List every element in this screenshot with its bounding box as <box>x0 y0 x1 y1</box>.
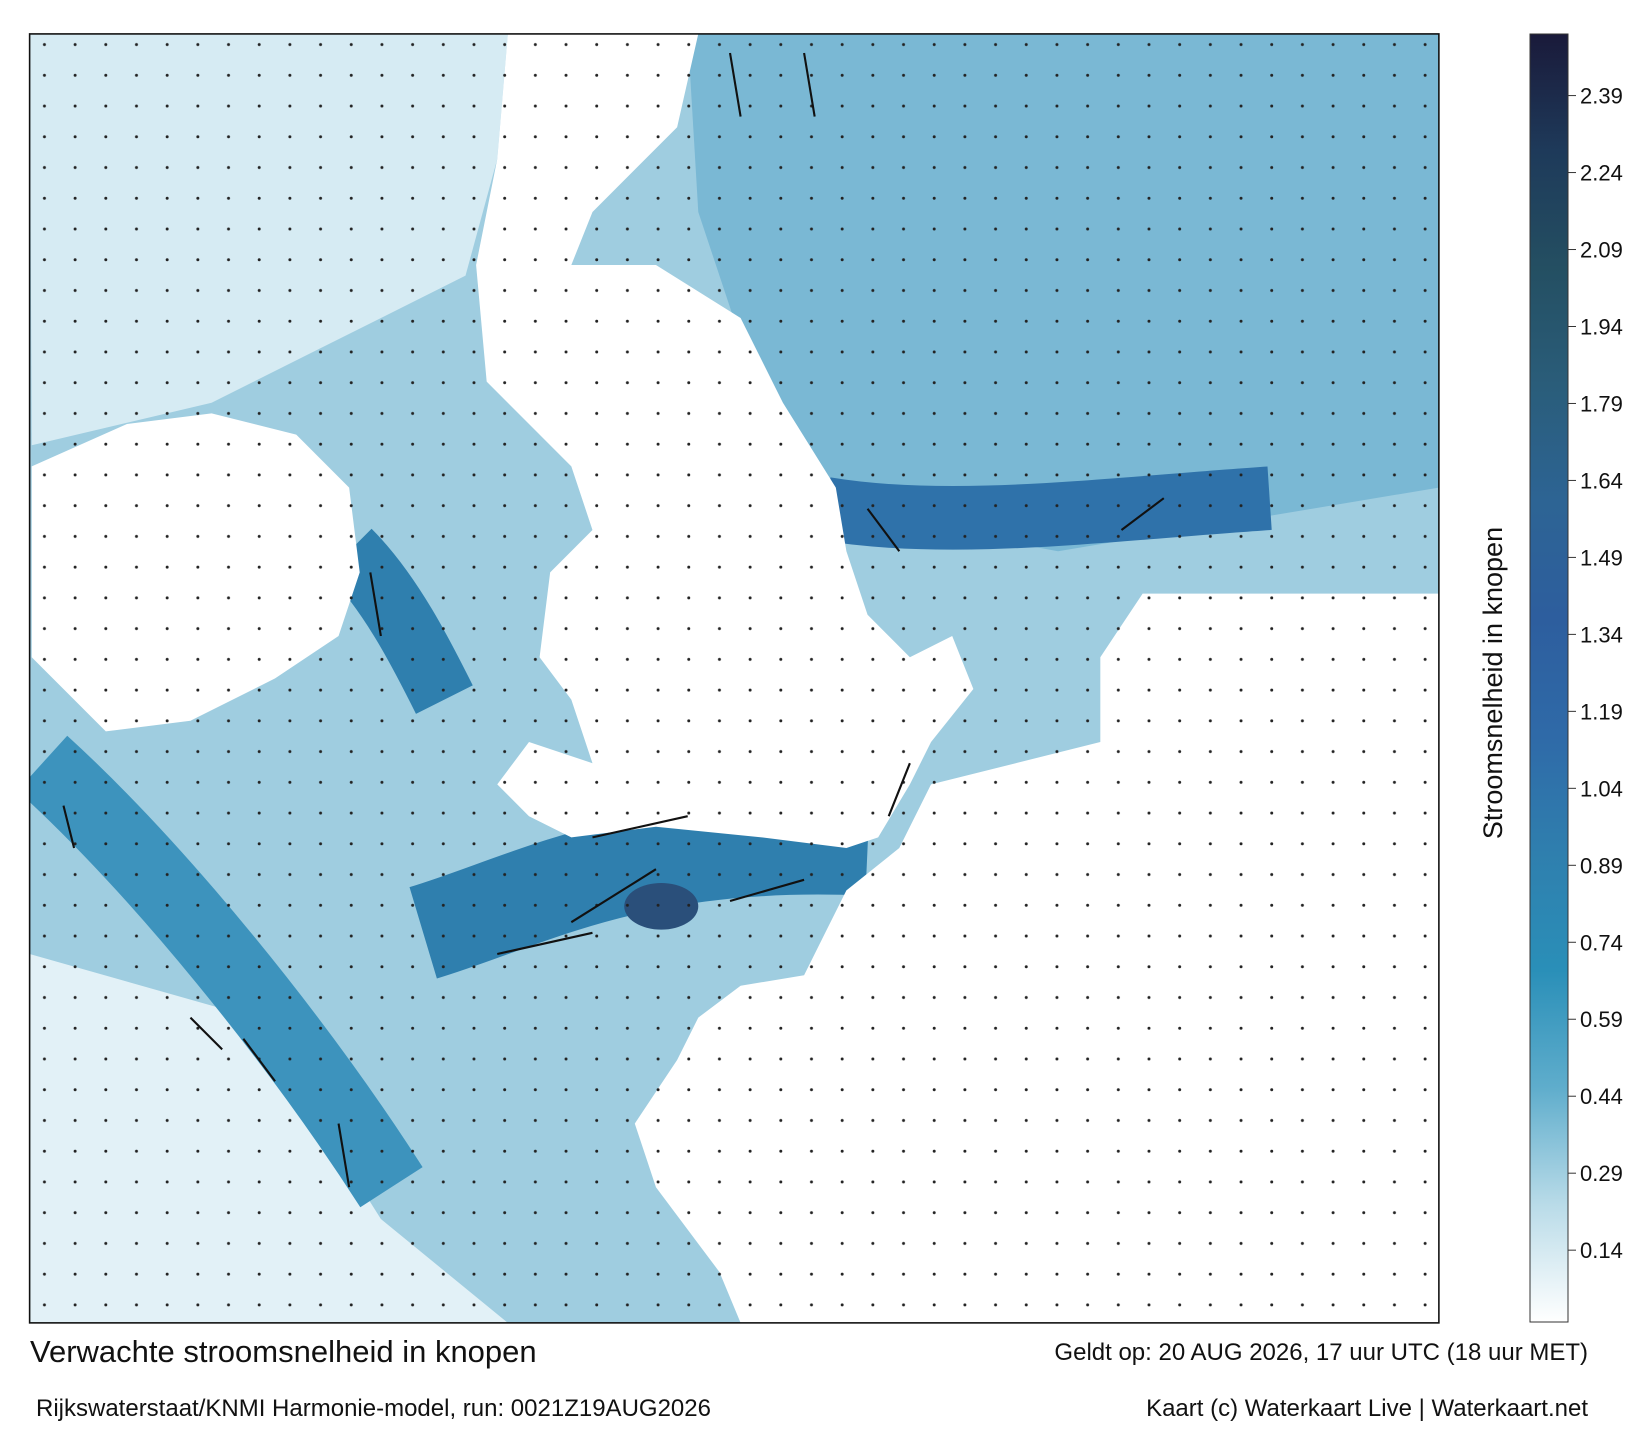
current-arrows <box>62 52 1165 1188</box>
colorbar-tick-label: 0.29 <box>1580 1161 1623 1186</box>
colorbar-tick-label: 0.74 <box>1580 930 1623 955</box>
colorbar-tick-label: 1.79 <box>1580 391 1623 416</box>
title: Verwachte stroomsnelheid in knopen <box>30 1334 537 1369</box>
vector-grid <box>29 33 1439 1323</box>
credit: Kaart (c) Waterkaart Live | Waterkaart.n… <box>1146 1395 1588 1422</box>
colorbar-tick-label: 0.59 <box>1580 1007 1623 1032</box>
colorbar-tick-label: 1.19 <box>1580 699 1623 724</box>
map <box>28 33 1440 1324</box>
colorbar-tick-label: 1.64 <box>1580 468 1623 493</box>
source: Rijkswaterstaat/KNMI Harmonie-model, run… <box>36 1395 711 1422</box>
colorbar-tick-label: 0.89 <box>1580 853 1623 878</box>
colorbar-tick-label: 2.24 <box>1580 161 1623 186</box>
colorbar-tick-label: 1.49 <box>1580 545 1623 570</box>
colorbar-label: Stroomsnelheid in knopen <box>1478 527 1508 839</box>
colorbar-tick-label: 1.04 <box>1580 776 1623 801</box>
colorbar-tick-label: 2.39 <box>1580 84 1623 109</box>
colorbar-tick-label: 1.94 <box>1580 314 1623 339</box>
colorbar-tick-label: 0.14 <box>1580 1238 1623 1263</box>
colorbar-tick-label: 1.34 <box>1580 622 1623 647</box>
valid-time: Geldt op: 20 AUG 2026, 17 uur UTC (18 uu… <box>1054 1339 1588 1366</box>
colorbar-tick-label: 2.09 <box>1580 238 1623 263</box>
colorbar <box>1529 33 1569 1323</box>
colorbar-tick-label: 0.44 <box>1580 1084 1623 1109</box>
map-frame <box>28 33 1440 1324</box>
